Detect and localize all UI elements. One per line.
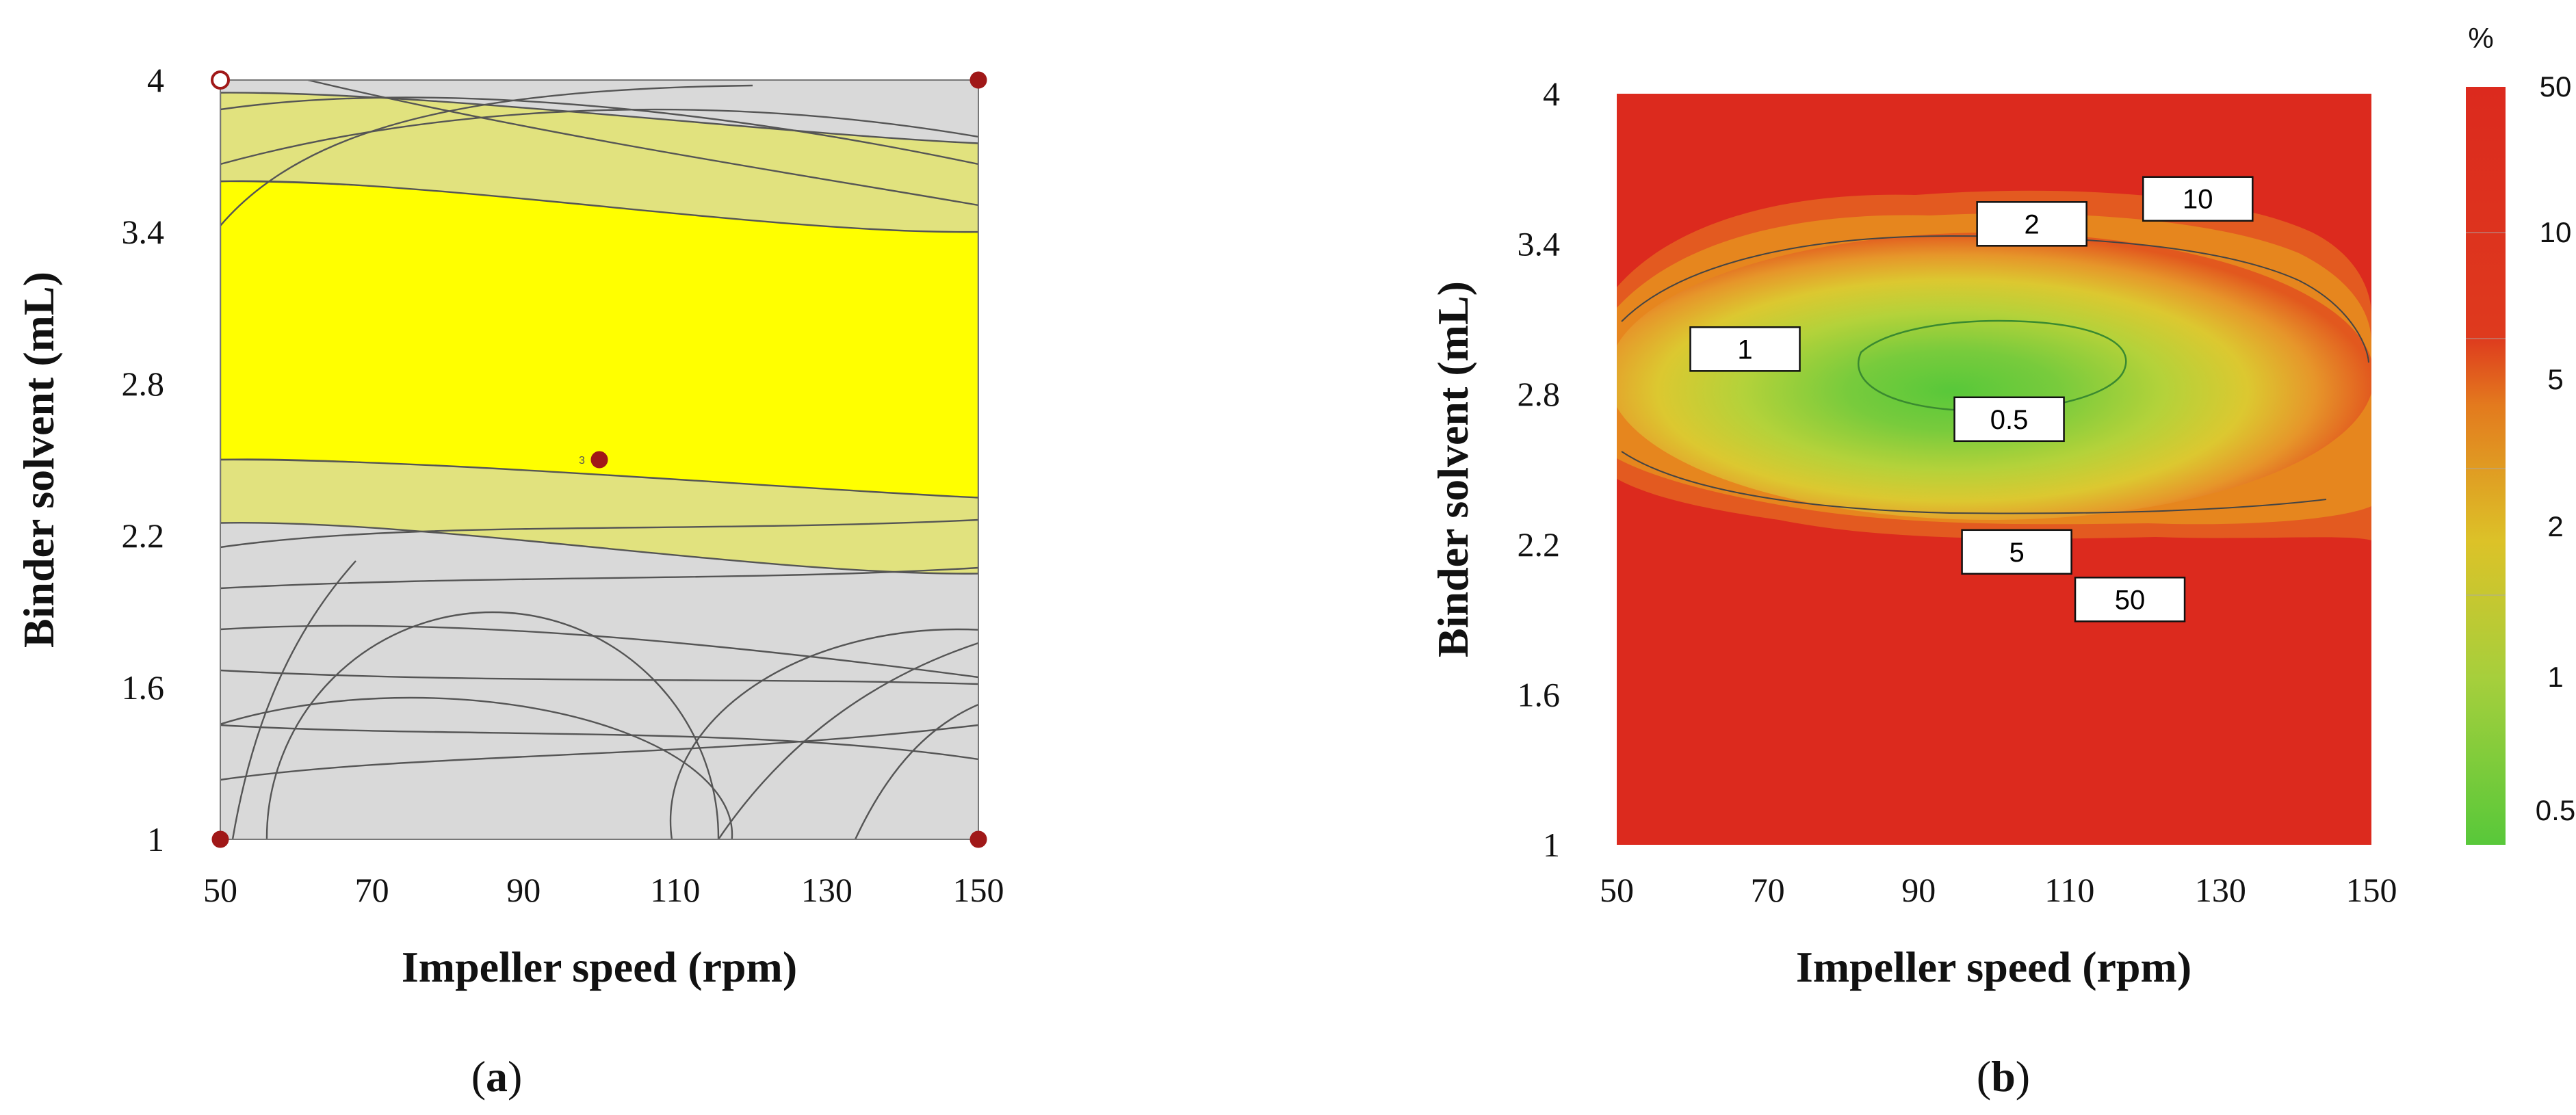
x-a-tick-90: 90 — [506, 871, 541, 909]
y-b-tick-2.2: 2.2 — [1518, 525, 1561, 564]
y-a-tick-4: 4 — [147, 61, 164, 99]
x-b-tick-50: 50 — [1600, 871, 1634, 909]
region-3 — [220, 458, 978, 575]
plot-a-frame — [220, 79, 979, 840]
x-axis-b: 50 70 90 110 130 150 — [1600, 871, 2397, 909]
x-a-tick-150: 150 — [953, 871, 1004, 909]
colorbar-label-2: 2 — [2547, 510, 2563, 542]
colorbar-label-0.5: 0.5 — [2536, 794, 2575, 826]
colorbar-label-5: 5 — [2547, 363, 2563, 395]
x-b-tick-90: 90 — [1901, 871, 1936, 909]
y-b-tick-3.4: 3.4 — [1518, 225, 1561, 263]
constraint-lines — [220, 80, 978, 839]
svg-text:1: 1 — [1737, 334, 1752, 365]
design-point-4 — [970, 830, 987, 848]
y-axis-label-b: Binder solvent (mL) — [1429, 281, 1477, 657]
colorbar-ticks — [2466, 232, 2506, 596]
svg-text:10: 10 — [2183, 185, 2213, 215]
contour-line-5 — [1621, 451, 2327, 514]
colorbar-label-1: 1 — [2547, 661, 2563, 693]
contour-label-1: 1 — [1689, 326, 1801, 372]
colorbar-label-50: 50 — [2540, 70, 2572, 103]
x-b-tick-70: 70 — [1751, 871, 1785, 909]
x-a-tick-110: 110 — [650, 871, 700, 909]
contour-labels: 10 2 1 0.5 5 50 — [1689, 176, 2254, 622]
panel-a-chart: 50 70 90 110 130 150 1 1.6 2.2 2.8 3.4 4 3 Impelle… — [14, 61, 1004, 1101]
svg-text:50: 50 — [2115, 585, 2146, 615]
design-points: 3 — [211, 70, 987, 848]
panel-label-b: (b) — [1977, 1052, 2030, 1101]
x-b-tick-130: 130 — [2195, 871, 2246, 909]
x-b-tick-150: 150 — [2346, 871, 2397, 909]
y-axis-b: 1 1.6 2.2 2.8 3.4 4 — [1518, 75, 1561, 864]
heat-surface — [1617, 190, 2371, 540]
contour-label-5: 5 — [1961, 529, 2072, 575]
svg-text:5: 5 — [2009, 538, 2024, 568]
y-b-tick-1.6: 1.6 — [1518, 675, 1561, 713]
contour-line-0-5 — [1857, 319, 2127, 412]
design-point-label: 3 — [579, 455, 585, 467]
design-point-3 — [211, 830, 229, 848]
colorbar-label-10: 10 — [2540, 216, 2572, 248]
colorbar-labels: 50 10 5 2 1 0.5 — [2536, 70, 2575, 826]
y-axis-a: 1 1.6 2.2 2.8 3.4 4 — [122, 61, 165, 858]
colorbar — [2466, 87, 2506, 845]
y-a-tick-2.8: 2.8 — [122, 365, 165, 403]
contour-blob — [1617, 233, 2371, 520]
x-b-tick-110: 110 — [2044, 871, 2094, 909]
svg-text:2: 2 — [2025, 209, 2040, 239]
x-axis-label-b: Impeller speed (rpm) — [1796, 943, 2191, 991]
contour-label-50: 50 — [2074, 577, 2186, 622]
contour-label-10: 10 — [2142, 176, 2254, 222]
y-a-tick-1: 1 — [147, 820, 164, 858]
y-a-tick-1.6: 1.6 — [122, 668, 165, 707]
contour-label-2: 2 — [1976, 201, 2087, 247]
x-axis-a: 50 70 90 110 130 150 — [203, 871, 1004, 909]
x-a-tick-50: 50 — [203, 871, 237, 909]
panel-label-a: (a) — [471, 1052, 523, 1101]
x-a-tick-130: 130 — [801, 871, 853, 909]
y-a-tick-2.2: 2.2 — [122, 516, 165, 555]
colorbar-unit: % — [2468, 22, 2493, 54]
svg-text:0.5: 0.5 — [1990, 405, 2029, 435]
x-axis-label-a: Impeller speed (rpm) — [402, 943, 797, 991]
design-point-1 — [211, 70, 230, 90]
y-b-tick-2.8: 2.8 — [1518, 375, 1561, 413]
contour-label-0.5: 0.5 — [1953, 396, 2065, 443]
y-a-tick-3.4: 3.4 — [122, 213, 165, 251]
y-b-tick-1: 1 — [1543, 826, 1560, 864]
x-a-tick-70: 70 — [355, 871, 389, 909]
y-b-tick-4: 4 — [1543, 75, 1560, 113]
design-point-5 — [590, 451, 608, 469]
region-2 — [220, 92, 978, 233]
y-axis-label-a: Binder solvent (mL) — [14, 272, 63, 648]
design-point-2 — [970, 71, 987, 89]
